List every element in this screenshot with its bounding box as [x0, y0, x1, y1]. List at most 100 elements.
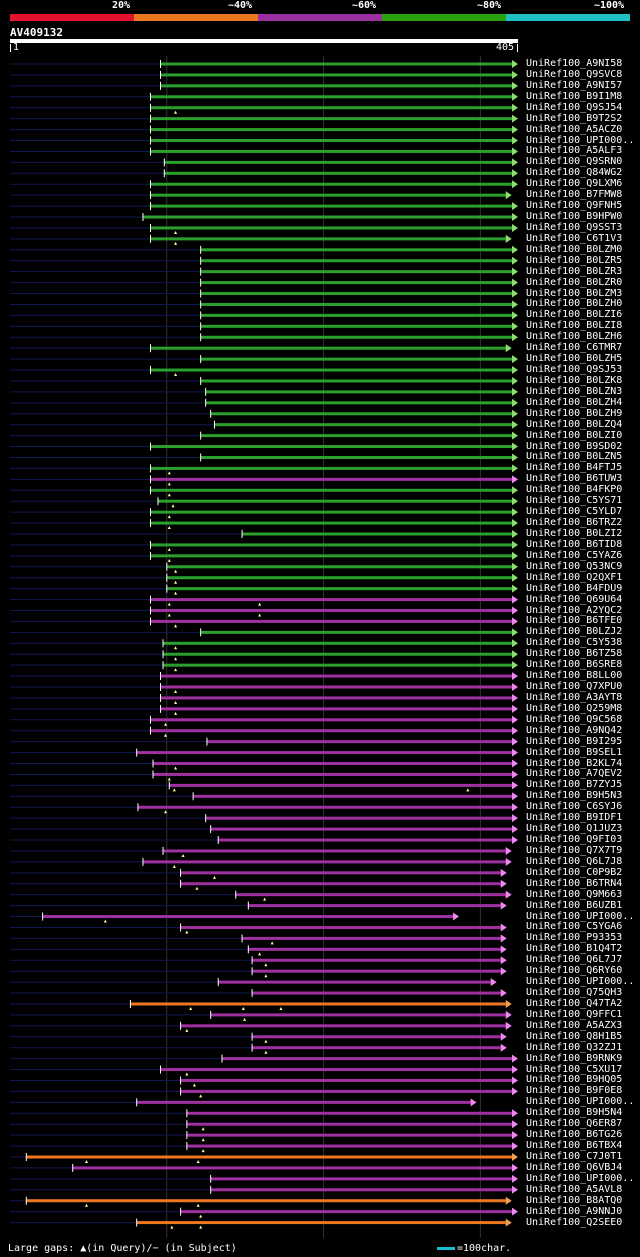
hit-label[interactable]: UniRef100_Q32ZJ1 — [526, 1041, 623, 1053]
hit-label[interactable]: UniRef100_B1Q4T2 — [526, 943, 623, 955]
hit-label[interactable]: UniRef100_A3AYT8 — [526, 691, 623, 703]
hit-label[interactable]: UniRef100_Q259M8 — [526, 702, 623, 714]
hit-label[interactable]: UniRef100_B9RNK9 — [526, 1052, 623, 1064]
hit-label[interactable]: UniRef100_B9H5N3 — [526, 790, 623, 802]
hit-label[interactable]: UniRef100_P93353 — [526, 932, 623, 944]
hit-label[interactable]: UniRef100_B6TG26 — [526, 1129, 623, 1141]
hit-label[interactable]: UniRef100_Q9FI03 — [526, 834, 623, 846]
hit-label[interactable]: UniRef100_C7J0T1 — [526, 1151, 623, 1162]
hit-label[interactable]: UniRef100_Q2QXF1 — [526, 571, 623, 583]
hit-label[interactable]: UniRef100_C5YLD7 — [526, 506, 623, 518]
hit-label[interactable]: UniRef100_B0LZR5 — [526, 254, 623, 266]
hit-label[interactable]: UniRef100_UPI000.. — [526, 976, 635, 988]
hit-label[interactable]: UniRef100_Q69U64 — [526, 593, 623, 605]
hit-label[interactable]: UniRef100_A7QEV2 — [526, 768, 623, 780]
hit-label[interactable]: UniRef100_Q9C568 — [526, 713, 623, 725]
hit-label[interactable]: UniRef100_B4FDU9 — [526, 582, 623, 594]
hit-label[interactable]: UniRef100_B8LL00 — [526, 670, 623, 682]
hit-label[interactable]: UniRef100_Q6L7J7 — [526, 954, 623, 966]
hit-label[interactable]: UniRef100_C6T1V3 — [526, 232, 623, 244]
hit-label[interactable]: UniRef100_B0LZR0 — [526, 276, 623, 288]
hit-label[interactable]: UniRef100_B6TFE0 — [526, 615, 623, 627]
hit-label[interactable]: UniRef100_Q7X7T9 — [526, 844, 623, 856]
hit-label[interactable]: UniRef100_B6TRZ2 — [526, 517, 623, 529]
hit-label[interactable]: UniRef100_B0LZH0 — [526, 298, 623, 310]
hit-label[interactable]: UniRef100_B6TZ58 — [526, 648, 623, 660]
hit-label[interactable]: UniRef100_B4FTJ5 — [526, 462, 623, 474]
hit-label[interactable]: UniRef100_B4FKP0 — [526, 484, 623, 496]
hit-label[interactable]: UniRef100_B9H5N4 — [526, 1107, 623, 1119]
hit-label[interactable]: UniRef100_A2YQC2 — [526, 604, 623, 616]
hit-label[interactable]: UniRef100_C5XU17 — [526, 1063, 623, 1075]
hit-label[interactable]: UniRef100_Q6VBJ4 — [526, 1161, 623, 1173]
hit-label[interactable]: UniRef100_B0LZM3 — [526, 287, 623, 299]
hit-label[interactable]: UniRef100_B0LZN3 — [526, 385, 623, 397]
hit-label[interactable]: UniRef100_B0LZI8 — [526, 320, 623, 332]
hit-label[interactable]: UniRef100_Q9SJ54 — [526, 101, 623, 113]
hit-label[interactable]: UniRef100_B0LZH6 — [526, 331, 623, 343]
hit-label[interactable]: UniRef100_B2KL74 — [526, 757, 623, 769]
hit-label[interactable]: UniRef100_C5YAZ6 — [526, 549, 623, 561]
hit-label[interactable]: UniRef100_C0P9B2 — [526, 866, 623, 878]
hit-label[interactable]: UniRef100_Q6RY60 — [526, 965, 623, 977]
hit-label[interactable]: UniRef100_B9HQ05 — [526, 1074, 623, 1086]
hit-label[interactable]: UniRef100_B6TID8 — [526, 538, 623, 550]
hit-label[interactable]: UniRef100_B0LZH9 — [526, 407, 623, 419]
hit-label[interactable]: UniRef100_Q7XPU0 — [526, 681, 623, 692]
hit-label[interactable]: UniRef100_C6TMR7 — [526, 342, 623, 354]
hit-label[interactable]: UniRef100_A5ACZ0 — [526, 123, 623, 135]
hit-label[interactable]: UniRef100_B0LZQ4 — [526, 418, 623, 430]
hit-label[interactable]: UniRef100_B6TUW3 — [526, 473, 623, 485]
hit-label[interactable]: UniRef100_B7ZYJ5 — [526, 779, 623, 791]
hit-label[interactable]: UniRef100_B0LZI6 — [526, 309, 623, 321]
hit-label[interactable]: UniRef100_B9I1M8 — [526, 90, 623, 102]
hit-label[interactable]: UniRef100_B9SEL1 — [526, 746, 623, 758]
hit-label[interactable]: UniRef100_B0LZM0 — [526, 243, 623, 255]
hit-label[interactable]: UniRef100_Q9LXM6 — [526, 178, 623, 190]
hit-label[interactable]: UniRef100_Q9M663 — [526, 888, 623, 900]
hit-label[interactable]: UniRef100_Q6ER87 — [526, 1118, 623, 1130]
hit-label[interactable]: UniRef100_Q9SVC8 — [526, 68, 623, 80]
hit-label[interactable]: UniRef100_Q53NC9 — [526, 560, 623, 572]
hit-label[interactable]: UniRef100_Q8H1B5 — [526, 1030, 623, 1042]
hit-label[interactable]: UniRef100_B0LZI2 — [526, 527, 623, 539]
hit-label[interactable]: UniRef100_B0LZH5 — [526, 353, 623, 365]
hit-label[interactable]: UniRef100_A9NI58 — [526, 58, 623, 69]
hit-label[interactable]: UniRef100_Q84WG2 — [526, 167, 623, 179]
hit-label[interactable]: UniRef100_B9HPW0 — [526, 211, 623, 223]
hit-label[interactable]: UniRef100_C5YS71 — [526, 495, 623, 507]
hit-label[interactable]: UniRef100_B9SD02 — [526, 440, 623, 452]
hit-label[interactable]: UniRef100_Q9FFC1 — [526, 1008, 623, 1020]
hit-label[interactable]: UniRef100_UPI000.. — [526, 910, 635, 922]
hit-label[interactable]: UniRef100_B0LZJ2 — [526, 626, 623, 638]
hit-label[interactable]: UniRef100_Q9FNH5 — [526, 200, 623, 212]
hit-label[interactable]: UniRef100_B8ATQ0 — [526, 1194, 623, 1206]
hit-label[interactable]: UniRef100_B0LZK8 — [526, 374, 623, 386]
hit-label[interactable]: UniRef100_B6SRE8 — [526, 659, 623, 671]
hit-label[interactable]: UniRef100_Q47TA2 — [526, 997, 623, 1009]
hit-label[interactable]: UniRef100_C6SYJ6 — [526, 801, 623, 813]
hit-label[interactable]: UniRef100_B6TRN4 — [526, 877, 623, 889]
hit-label[interactable]: UniRef100_A5AVL8 — [526, 1183, 623, 1195]
hit-label[interactable]: UniRef100_UPI000.. — [526, 1096, 635, 1108]
hit-label[interactable]: UniRef100_Q9SST3 — [526, 221, 623, 233]
hit-label[interactable]: UniRef100_A9NQ42 — [526, 724, 623, 736]
hit-label[interactable]: UniRef100_B6TBX4 — [526, 1140, 623, 1152]
hit-label[interactable]: UniRef100_Q75QH3 — [526, 987, 623, 999]
hit-label[interactable]: UniRef100_B9F0E8 — [526, 1085, 623, 1097]
hit-label[interactable]: UniRef100_B7FMW8 — [526, 189, 623, 201]
hit-label[interactable]: UniRef100_A5ALF3 — [526, 145, 623, 157]
hit-label[interactable]: UniRef100_C5YGA6 — [526, 921, 623, 933]
hit-label[interactable]: UniRef100_B9IDF1 — [526, 812, 623, 824]
hit-label[interactable]: UniRef100_B0LZH4 — [526, 396, 623, 408]
hit-label[interactable]: UniRef100_UPI000.. — [526, 1172, 635, 1184]
hit-label[interactable]: UniRef100_Q2SEE0 — [526, 1216, 623, 1228]
hit-label[interactable]: UniRef100_Q1JUZ3 — [526, 823, 623, 835]
hit-label[interactable]: UniRef100_Q9SJ53 — [526, 364, 623, 376]
hit-label[interactable]: UniRef100_A9NI57 — [526, 79, 623, 91]
hit-label[interactable]: UniRef100_B9T2S2 — [526, 112, 623, 124]
hit-label[interactable]: UniRef100_Q9SRN0 — [526, 156, 623, 168]
hit-label[interactable]: UniRef100_B9I295 — [526, 735, 623, 747]
hit-label[interactable]: UniRef100_B0LZI0 — [526, 429, 623, 441]
hit-label[interactable]: UniRef100_UPI000.. — [526, 134, 635, 146]
